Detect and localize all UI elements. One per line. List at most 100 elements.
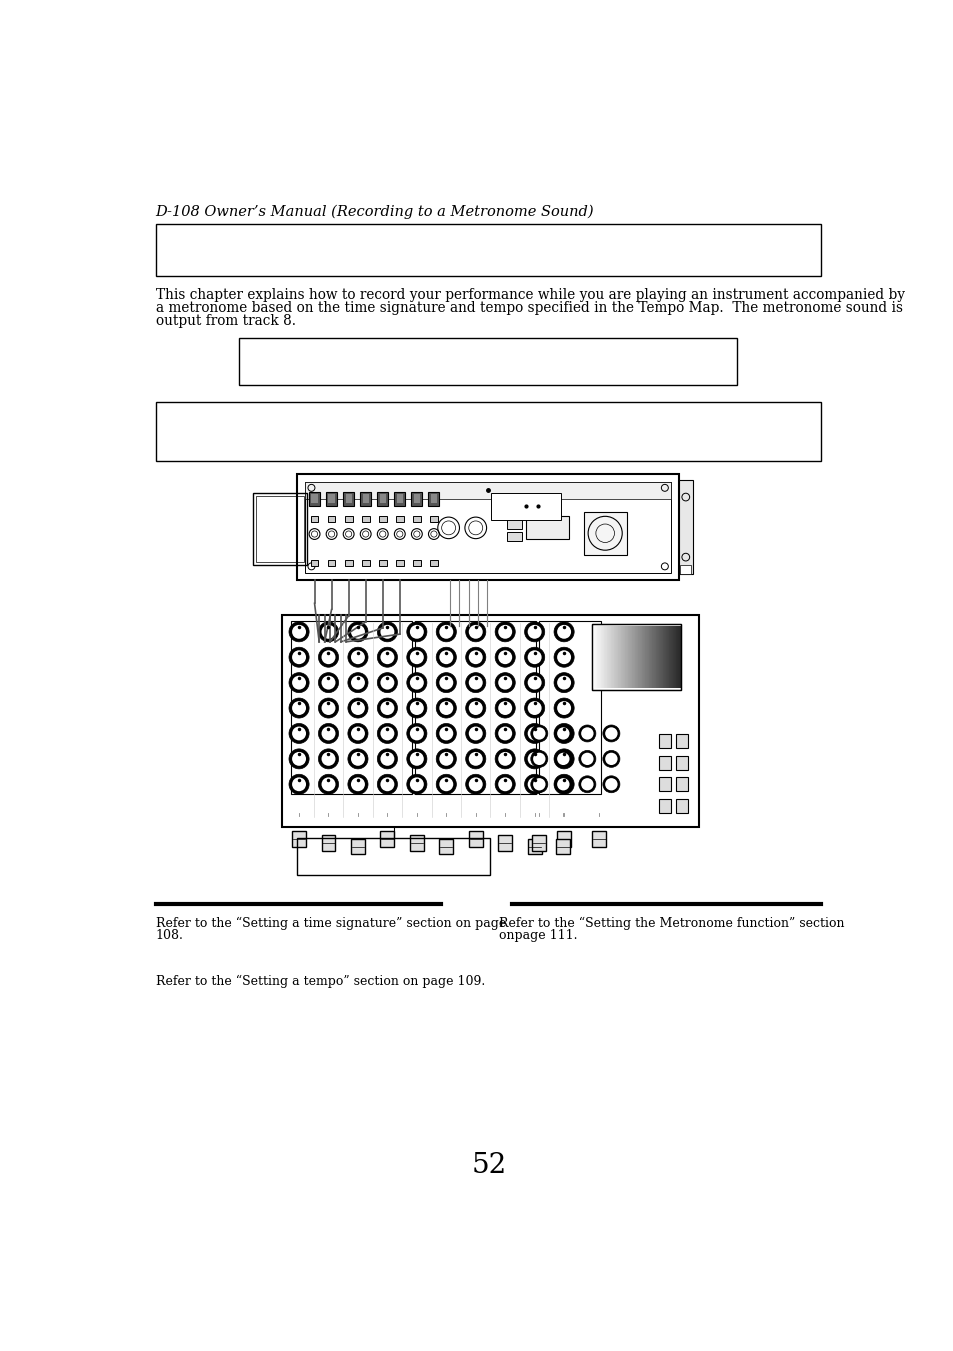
Circle shape xyxy=(406,673,427,693)
Circle shape xyxy=(533,778,545,790)
Bar xyxy=(527,839,541,854)
Circle shape xyxy=(524,698,544,719)
Text: onpage 111.: onpage 111. xyxy=(498,929,577,942)
Circle shape xyxy=(554,647,574,667)
Bar xyxy=(506,532,521,540)
Bar xyxy=(675,734,687,748)
Circle shape xyxy=(524,774,544,794)
Circle shape xyxy=(377,621,397,642)
Bar xyxy=(344,516,353,521)
Circle shape xyxy=(557,676,571,689)
Bar xyxy=(395,516,403,521)
Circle shape xyxy=(321,777,335,792)
Bar xyxy=(344,561,353,566)
Bar xyxy=(538,621,600,794)
Circle shape xyxy=(318,698,338,719)
Circle shape xyxy=(292,777,306,792)
Text: output from track 8.: output from track 8. xyxy=(155,313,295,328)
Circle shape xyxy=(465,698,485,719)
Circle shape xyxy=(436,723,456,743)
Bar xyxy=(428,492,439,505)
Circle shape xyxy=(348,774,368,794)
Circle shape xyxy=(527,777,541,792)
Circle shape xyxy=(527,701,541,715)
Bar xyxy=(328,561,335,566)
Circle shape xyxy=(468,650,482,665)
Circle shape xyxy=(410,701,423,715)
Circle shape xyxy=(465,647,485,667)
Circle shape xyxy=(351,753,365,766)
Bar xyxy=(556,839,570,854)
Bar xyxy=(506,520,521,530)
Circle shape xyxy=(578,725,596,742)
Circle shape xyxy=(604,753,617,765)
Bar xyxy=(430,516,437,521)
Bar xyxy=(497,835,512,851)
Circle shape xyxy=(321,753,335,766)
Bar xyxy=(658,734,670,748)
Circle shape xyxy=(557,727,569,739)
Circle shape xyxy=(439,777,453,792)
Circle shape xyxy=(604,727,617,739)
Bar xyxy=(396,494,402,503)
Circle shape xyxy=(351,701,365,715)
Bar xyxy=(155,224,820,276)
Circle shape xyxy=(289,673,309,693)
Circle shape xyxy=(524,621,544,642)
Circle shape xyxy=(321,727,335,740)
Bar xyxy=(430,561,437,566)
Circle shape xyxy=(406,723,427,743)
Circle shape xyxy=(602,775,619,793)
Circle shape xyxy=(524,723,544,743)
Circle shape xyxy=(465,774,485,794)
Bar xyxy=(675,755,687,770)
Circle shape xyxy=(406,748,427,769)
Circle shape xyxy=(318,673,338,693)
Circle shape xyxy=(578,750,596,767)
Circle shape xyxy=(604,778,617,790)
Bar xyxy=(378,516,386,521)
Circle shape xyxy=(555,750,571,767)
Circle shape xyxy=(497,753,512,766)
Bar xyxy=(321,835,335,851)
Bar xyxy=(377,492,388,505)
Circle shape xyxy=(348,748,368,769)
Circle shape xyxy=(468,676,482,689)
Circle shape xyxy=(406,621,427,642)
Bar xyxy=(675,777,687,792)
Bar xyxy=(253,493,307,565)
Circle shape xyxy=(497,650,512,665)
Bar xyxy=(360,492,371,505)
Circle shape xyxy=(554,698,574,719)
Bar xyxy=(679,565,691,574)
Circle shape xyxy=(318,774,338,794)
Circle shape xyxy=(410,753,423,766)
Circle shape xyxy=(524,748,544,769)
Circle shape xyxy=(557,650,571,665)
Circle shape xyxy=(377,748,397,769)
Circle shape xyxy=(497,676,512,689)
Bar xyxy=(525,516,568,539)
Circle shape xyxy=(555,775,571,793)
Circle shape xyxy=(580,727,593,739)
Bar xyxy=(326,492,336,505)
Bar xyxy=(309,492,319,505)
Circle shape xyxy=(348,698,368,719)
Circle shape xyxy=(377,774,397,794)
Bar xyxy=(439,839,453,854)
Circle shape xyxy=(292,753,306,766)
Circle shape xyxy=(602,725,619,742)
Circle shape xyxy=(527,753,541,766)
Circle shape xyxy=(468,753,482,766)
Circle shape xyxy=(436,774,456,794)
Circle shape xyxy=(436,673,456,693)
Bar xyxy=(311,516,318,521)
Circle shape xyxy=(406,698,427,719)
Circle shape xyxy=(495,673,515,693)
Circle shape xyxy=(410,676,423,689)
Circle shape xyxy=(410,777,423,792)
Circle shape xyxy=(436,748,456,769)
Circle shape xyxy=(495,723,515,743)
Circle shape xyxy=(533,727,545,739)
Circle shape xyxy=(436,621,456,642)
